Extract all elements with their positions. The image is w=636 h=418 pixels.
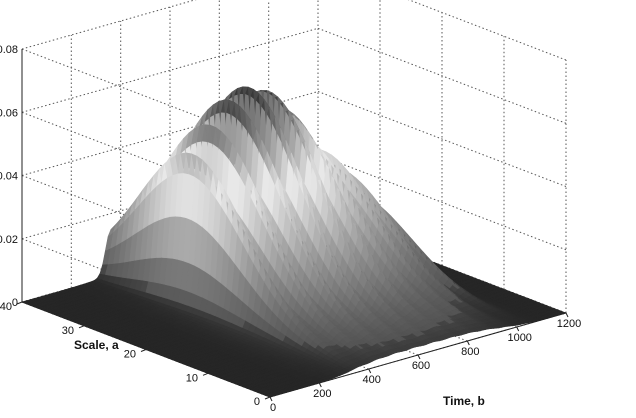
time-tick-mark-400 (369, 369, 371, 373)
time-tick-label-800: 800 (461, 346, 479, 358)
scale-tick-label-30: 30 (62, 325, 74, 337)
scale-tick-mark-30 (79, 326, 84, 328)
time-tick-mark-0 (270, 397, 272, 401)
z-tick-label-4: 0.08 (0, 44, 18, 56)
time-tick-label-200: 200 (313, 388, 331, 400)
scale-tick-label-40: 40 (0, 301, 12, 313)
scale-tick-mark-10 (203, 373, 208, 375)
z-tick-label-0: 0 (12, 297, 18, 309)
scale-tick-label-10: 10 (186, 372, 198, 384)
time-tick-mark-600 (418, 355, 420, 359)
time-tick-label-0: 0 (270, 402, 276, 413)
time-tick-mark-200 (319, 383, 321, 387)
time-tick-label-1000: 1000 (507, 332, 531, 344)
z-tick-label-2: 0.04 (0, 171, 18, 183)
time-tick-mark-1000 (517, 327, 519, 331)
time-tick-label-600: 600 (412, 360, 430, 372)
rightwall-grid-z-4 (318, 0, 566, 60)
z-tick-label-3: 0.06 (0, 107, 18, 119)
scale-tick-mark-20 (141, 350, 146, 352)
time-tick-mark-800 (467, 341, 469, 345)
z-tick-label-1: 0.02 (0, 234, 18, 246)
scale-tick-label-20: 20 (124, 349, 136, 361)
time-tick-label-1200: 1200 (557, 318, 581, 330)
time-tick-label-400: 400 (363, 374, 381, 386)
scale-tick-label-0: 0 (254, 396, 260, 408)
time-tick-mark-1200 (566, 313, 568, 317)
scale-tick-mark-0 (265, 397, 270, 399)
